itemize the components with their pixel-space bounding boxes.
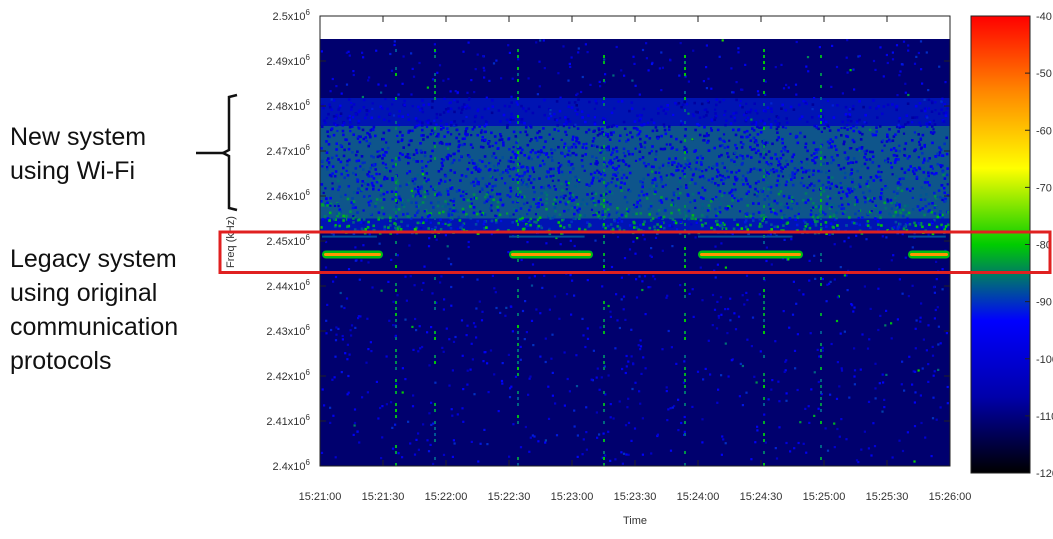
- colorbar-tick-label: -90: [1036, 297, 1052, 309]
- y-tick-label: 2.4x106: [273, 458, 311, 473]
- y-tick-label: 2.43x106: [266, 323, 310, 338]
- y-tick-label: 2.48x106: [266, 98, 310, 113]
- colorbar: [970, 15, 1031, 474]
- x-tick-label: 15:26:00: [929, 491, 972, 503]
- wifi-bracket: [220, 93, 238, 212]
- x-tick-label: 15:22:00: [425, 491, 468, 503]
- y-tick-label: 2.5x106: [273, 8, 311, 23]
- x-axis-title: Time: [623, 515, 647, 527]
- annotation-legacy: Legacy system using original communicati…: [10, 242, 178, 378]
- colorbar-tick-label: -60: [1036, 125, 1052, 137]
- x-tick-label: 15:21:00: [299, 491, 342, 503]
- y-tick-label: 2.41x106: [266, 413, 310, 428]
- colorbar-tick-label: -100: [1036, 354, 1053, 366]
- annotation-wifi-line-2: using Wi-Fi: [10, 157, 136, 185]
- x-tick-label: 15:25:30: [866, 491, 909, 503]
- legacy-channel-bursts: [322, 235, 950, 259]
- colorbar-tick-label: -110: [1036, 411, 1053, 423]
- x-tick-label: 15:23:00: [551, 491, 594, 503]
- colorbar-tick-label: -70: [1036, 182, 1052, 194]
- background-noise: [320, 39, 949, 465]
- colorbar-tick-label: -40: [1036, 11, 1052, 23]
- y-tick-label: 2.45x106: [266, 233, 310, 248]
- x-tick-label: 15:21:30: [362, 491, 405, 503]
- x-tick-label: 15:22:30: [488, 491, 531, 503]
- y-axis-title: Freq (kHz): [225, 216, 237, 268]
- colorbar-tick-label: -50: [1036, 68, 1052, 80]
- x-tick-label: 15:25:00: [803, 491, 846, 503]
- x-tick-label: 15:24:30: [740, 491, 783, 503]
- y-tick-label: 2.49x106: [266, 53, 310, 68]
- y-tick-label: 2.44x106: [266, 278, 310, 293]
- annotation-legacy-line-1: Legacy system: [10, 245, 177, 273]
- annotation-wifi-line-1: New system: [10, 123, 147, 151]
- annotation-wifi: New system using Wi-Fi: [10, 120, 146, 188]
- y-tick-label: 2.47x106: [266, 143, 310, 158]
- interference-lines: [395, 49, 822, 466]
- annotation-legacy-line-4: protocols: [10, 347, 112, 375]
- colorbar-tick-label: -80: [1036, 240, 1052, 252]
- legacy-highlight-box: [218, 230, 1052, 274]
- x-tick-label: 15:24:00: [677, 491, 720, 503]
- x-tick-label: 15:23:30: [614, 491, 657, 503]
- annotation-legacy-line-3: communication: [10, 313, 179, 341]
- annotation-legacy-line-2: using original: [10, 279, 158, 307]
- y-tick-label: 2.42x106: [266, 368, 310, 383]
- wifi-band-region: [320, 98, 950, 236]
- y-tick-label: 2.46x106: [266, 188, 310, 203]
- colorbar-tick-label: -120: [1036, 468, 1053, 480]
